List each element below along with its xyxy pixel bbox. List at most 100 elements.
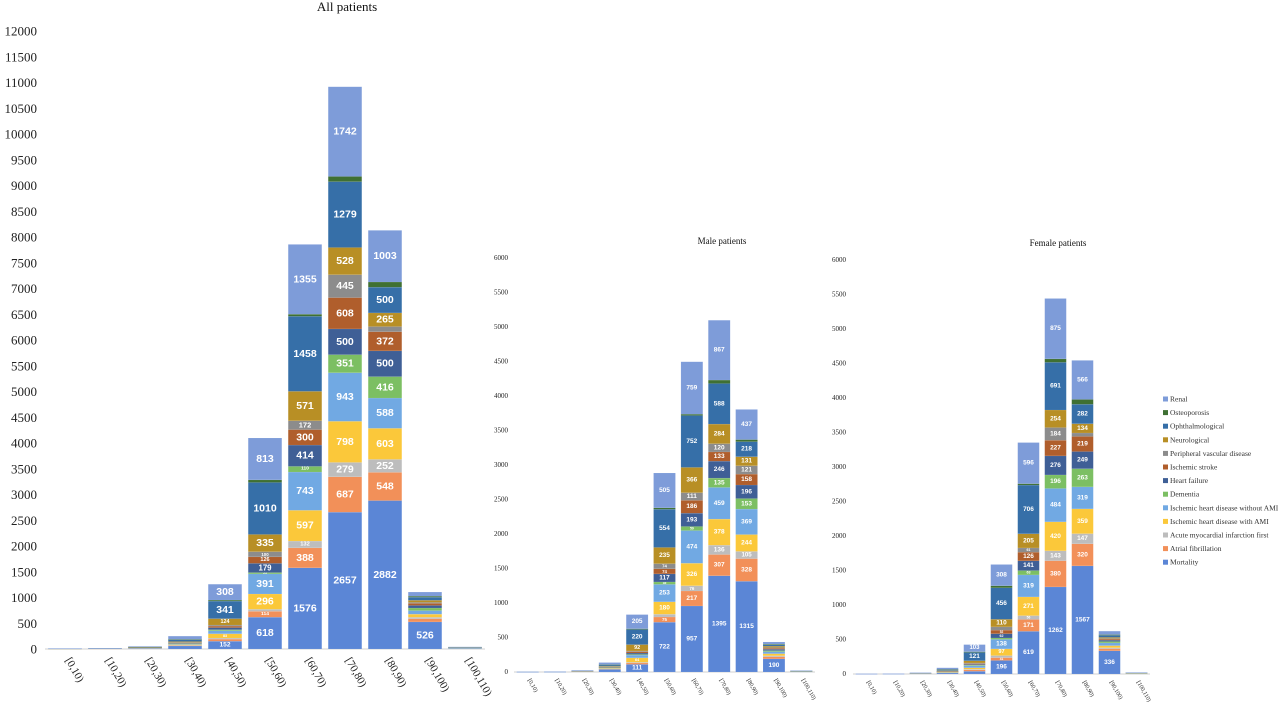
bar-segment-renal <box>127 646 162 648</box>
bar-segment-heart-failure <box>207 627 242 630</box>
data-label: 459 <box>714 500 725 507</box>
bar-segment-renal <box>855 673 878 675</box>
y-tick-label-female: 3500 <box>832 429 847 437</box>
data-label: 378 <box>714 529 725 536</box>
x-tick-label-all: [50,60) <box>262 656 289 690</box>
data-label: 1576 <box>293 602 317 614</box>
y-tick-label-female: 4000 <box>832 394 847 402</box>
bar-segment-ischemic-heart-disease-without-ami <box>247 573 282 595</box>
y-tick-label-all: 1500 <box>11 564 37 579</box>
data-label: 117 <box>659 574 670 581</box>
x-tick-label-all: [40,50) <box>222 656 249 690</box>
data-label: 76 <box>689 586 694 591</box>
bar-segment-mortality <box>328 511 363 650</box>
legend-swatch <box>1163 396 1168 402</box>
data-label: 59 <box>690 527 694 531</box>
bar-segment-renal <box>708 320 731 381</box>
data-label: 196 <box>741 488 752 495</box>
bar-segment-renal <box>288 244 323 315</box>
data-label: 554 <box>659 525 670 532</box>
bar-segment-osteoporosis <box>288 313 323 317</box>
bar-segment-neurological <box>408 600 443 603</box>
y-tick-label-all: 3500 <box>11 461 37 476</box>
data-label: 83 <box>223 634 227 638</box>
y-tick-label-all: 8500 <box>11 204 37 219</box>
bar-segment-peripheral-vascular-disease <box>1071 432 1094 437</box>
data-label: 336 <box>1104 659 1115 666</box>
legend-label: Acute myocardial infarction first <box>1170 531 1269 540</box>
data-label: 608 <box>336 307 354 319</box>
bar-segment-atrial-fibrillation <box>368 472 403 501</box>
legend-item-neurological: Neurological <box>1163 435 1209 444</box>
bar-segment-renal <box>543 671 567 673</box>
y-tick-label-all: 9500 <box>11 152 37 167</box>
data-label: 52 <box>1000 630 1004 634</box>
data-label: 74 <box>662 569 667 574</box>
data-label: 500 <box>336 336 354 348</box>
bar-segment-renal <box>87 647 122 649</box>
x-tick-label-all: [70,80) <box>342 656 369 690</box>
data-label: 296 <box>256 596 274 608</box>
data-label: 388 <box>296 552 314 564</box>
legend-item-renal: Renal <box>1163 395 1188 404</box>
data-label: 528 <box>336 255 354 267</box>
legend-swatch <box>1163 423 1168 429</box>
data-label: 235 <box>659 552 670 559</box>
bar-segment-ophthalmological <box>1098 635 1121 638</box>
y-tick-label-all: 5500 <box>11 358 37 373</box>
x-tick-label-female: [0,10) <box>865 680 878 696</box>
data-label: 205 <box>1023 537 1034 544</box>
bar-segment-osteoporosis <box>680 413 704 416</box>
x-tick-label-female: [80,90) <box>1081 680 1096 699</box>
bar-segment-mortality <box>408 621 443 650</box>
bar-segment-atrial-fibrillation <box>708 554 731 576</box>
bar-segment-mortality <box>247 616 282 650</box>
legend-label: Ischemic heart disease with AMI <box>1170 517 1269 526</box>
data-label: 254 <box>1050 415 1061 422</box>
bar-segment-neurological <box>963 660 986 664</box>
legend-item-atrial-fibrillation: Atrial fibrillation <box>1163 544 1222 553</box>
data-label: 136 <box>714 546 725 553</box>
bar-segment-heart-failure <box>1098 639 1121 642</box>
bar-segment-heart-failure <box>1017 560 1040 571</box>
data-label: 92 <box>634 645 640 651</box>
x-tick-label-all: [90,100) <box>422 656 451 695</box>
legend-item-heart-failure: Heart failure <box>1163 476 1209 485</box>
legend-swatch <box>1163 518 1168 524</box>
y-tick-label-all: 12000 <box>5 24 38 39</box>
bar-segment-osteoporosis <box>368 281 403 288</box>
bar-segment-osteoporosis <box>1071 399 1094 405</box>
legend-item-dementia: Dementia <box>1163 490 1200 499</box>
data-label: 193 <box>686 516 697 523</box>
bar-segment-ischemic-heart-disease-without-ami <box>288 471 323 511</box>
data-label: 284 <box>714 430 725 437</box>
y-tick-label-female: 1500 <box>832 567 847 575</box>
data-label: 548 <box>376 480 394 492</box>
bar-segment-ischemic-stroke <box>990 629 1013 634</box>
data-label: 121 <box>969 653 980 660</box>
bar-segment-neurological <box>1044 409 1067 428</box>
bar-segment-mortality <box>167 645 202 650</box>
bar-segment-ophthalmological <box>288 316 323 392</box>
data-label: 263 <box>1077 474 1088 481</box>
bar-segment-mortality <box>963 671 986 675</box>
bar-segment-peripheral-vascular-disease <box>990 626 1013 631</box>
data-label: 143 <box>1050 552 1061 559</box>
legend-item-ischemic-heart-disease-with-ami: Ischemic heart disease with AMI <box>1163 517 1269 526</box>
data-label: 1395 <box>712 620 727 627</box>
data-label: 279 <box>336 464 354 476</box>
bar-segment-renal <box>990 564 1013 586</box>
data-label: 152 <box>219 642 230 649</box>
y-tick-label-all: 2500 <box>11 513 37 528</box>
bar-segment-ischemic-stroke <box>708 451 731 462</box>
data-label: 276 <box>1050 462 1061 469</box>
data-label: 691 <box>1050 383 1061 390</box>
y-tick-label-all: 11500 <box>5 49 37 64</box>
x-tick-label-all: [0,10) <box>62 656 86 685</box>
bar-segment-acute-myocardial-infarction-first <box>1044 550 1067 561</box>
y-tick-label-all: 8000 <box>11 230 37 245</box>
y-tick-label-female: 1000 <box>832 601 847 609</box>
bar-segment-mortality <box>288 567 323 650</box>
bar-segment-ophthalmological <box>328 181 363 248</box>
